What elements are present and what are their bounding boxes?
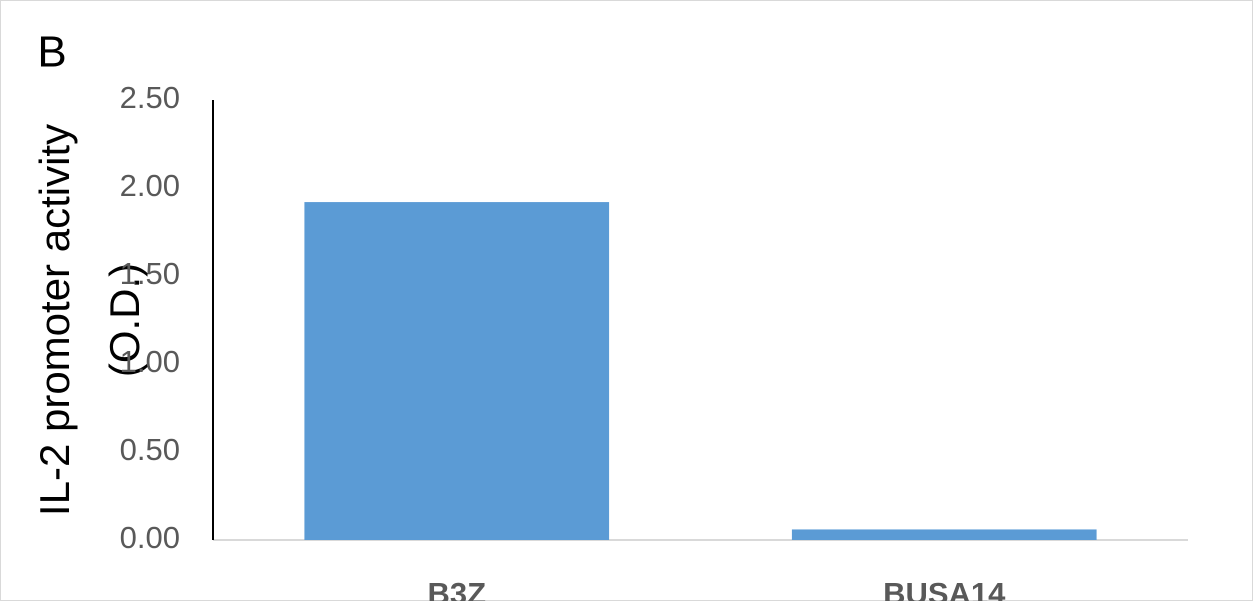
y-axis-label: (O.D.) [101, 263, 148, 377]
x-tick-label: B3Z [427, 576, 486, 601]
panel-label: B [37, 28, 66, 77]
x-tick-label: BUSA14 [883, 576, 1006, 601]
bar [791, 529, 1097, 540]
y-tick-label: 2.50 [120, 80, 180, 115]
y-axis-label: IL-2 promoter activity [31, 124, 78, 516]
bar [304, 202, 610, 540]
y-tick-label: 2.00 [120, 168, 180, 203]
y-tick-label: 1.50 [120, 256, 180, 291]
y-tick-label: 0.00 [120, 520, 180, 555]
y-tick-label: 0.50 [120, 432, 180, 467]
y-tick-label: 1.00 [120, 344, 180, 379]
